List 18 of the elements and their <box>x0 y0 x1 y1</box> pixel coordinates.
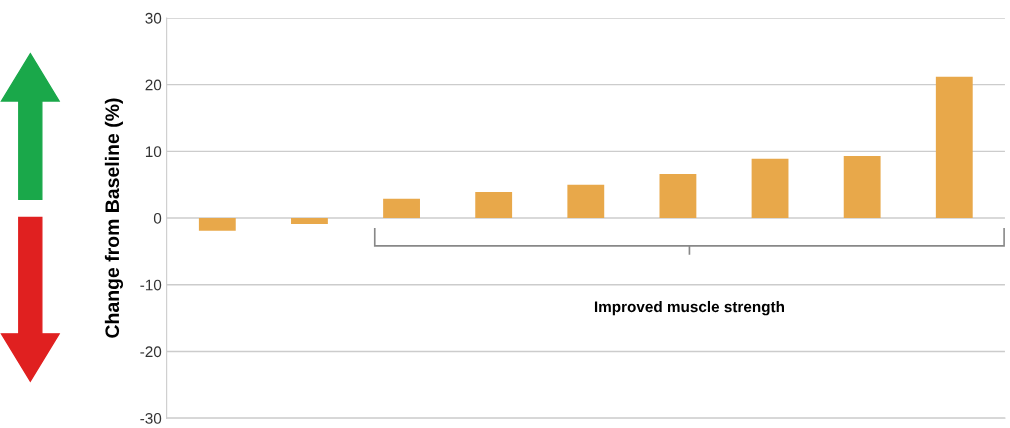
y-tick-label: 30 <box>145 12 162 24</box>
bar <box>383 198 420 219</box>
y-tick-label: 20 <box>145 79 162 91</box>
y-tick-label: -20 <box>140 346 162 358</box>
bar <box>475 192 513 219</box>
y-tick-label: -10 <box>140 279 162 291</box>
annotation: Improved muscle strength <box>594 300 784 316</box>
y-axis-title: Change from Baseline (%) <box>104 98 124 338</box>
y-tick-label: -30 <box>140 413 162 424</box>
bar <box>198 218 236 231</box>
bar <box>843 156 881 219</box>
bar <box>751 158 789 219</box>
bar <box>659 174 697 219</box>
y-tick-label: 0 <box>153 212 162 224</box>
bar <box>567 184 605 219</box>
bar <box>935 76 973 219</box>
y-tick-label: 10 <box>145 146 162 158</box>
bar <box>291 218 328 225</box>
